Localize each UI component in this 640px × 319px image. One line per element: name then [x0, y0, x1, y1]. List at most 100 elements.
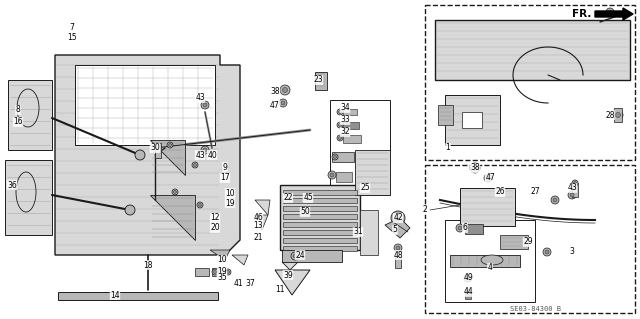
- Bar: [445, 220, 535, 302]
- Circle shape: [337, 135, 343, 141]
- Bar: [445, 95, 500, 145]
- Text: FR.: FR.: [572, 9, 591, 19]
- Text: 33: 33: [340, 115, 350, 124]
- Bar: [332, 152, 354, 162]
- Text: 47: 47: [270, 100, 280, 109]
- Text: 29: 29: [523, 238, 533, 247]
- Text: 34: 34: [340, 103, 350, 113]
- Bar: [395, 250, 401, 268]
- Circle shape: [396, 246, 400, 250]
- Circle shape: [214, 271, 216, 273]
- Circle shape: [227, 271, 230, 273]
- Circle shape: [466, 276, 470, 280]
- Polygon shape: [5, 160, 52, 235]
- Circle shape: [395, 215, 401, 221]
- Bar: [343, 109, 357, 115]
- Circle shape: [470, 163, 480, 173]
- Bar: [58, 292, 218, 300]
- Bar: [282, 250, 342, 262]
- Polygon shape: [210, 250, 230, 260]
- Circle shape: [168, 144, 172, 146]
- Circle shape: [394, 244, 402, 252]
- Text: 20: 20: [210, 224, 220, 233]
- Circle shape: [192, 162, 198, 168]
- Polygon shape: [275, 270, 310, 295]
- Polygon shape: [150, 195, 195, 240]
- Bar: [425, 165, 635, 313]
- Circle shape: [606, 8, 614, 16]
- Circle shape: [339, 137, 342, 139]
- Bar: [425, 5, 635, 160]
- Circle shape: [486, 176, 490, 180]
- Circle shape: [543, 248, 551, 256]
- Bar: [500, 235, 528, 249]
- Circle shape: [570, 193, 574, 197]
- Text: 12: 12: [211, 213, 220, 222]
- Text: 50: 50: [300, 207, 310, 217]
- Circle shape: [456, 224, 464, 232]
- Bar: [360, 210, 378, 255]
- Circle shape: [173, 190, 177, 194]
- Text: 5: 5: [392, 226, 397, 234]
- Circle shape: [279, 99, 287, 107]
- Text: 15: 15: [67, 33, 77, 42]
- Text: 38: 38: [270, 87, 280, 97]
- Bar: [212, 268, 222, 276]
- Bar: [460, 188, 515, 226]
- Circle shape: [337, 122, 343, 128]
- Text: 43: 43: [195, 93, 205, 102]
- Text: 14: 14: [110, 291, 120, 300]
- Bar: [438, 105, 453, 125]
- Circle shape: [198, 204, 202, 206]
- Bar: [614, 108, 622, 122]
- Text: 46: 46: [253, 213, 263, 222]
- Circle shape: [545, 250, 549, 254]
- Polygon shape: [255, 200, 270, 215]
- Text: SE03-84300 B: SE03-84300 B: [509, 306, 561, 312]
- Circle shape: [201, 101, 209, 109]
- Polygon shape: [232, 255, 248, 265]
- Circle shape: [616, 113, 621, 117]
- Text: 28: 28: [605, 110, 615, 120]
- Text: 22: 22: [284, 194, 292, 203]
- Text: 45: 45: [303, 194, 313, 203]
- Circle shape: [135, 150, 145, 160]
- Polygon shape: [8, 80, 52, 150]
- Text: 9: 9: [223, 162, 227, 172]
- Text: 26: 26: [495, 188, 505, 197]
- Circle shape: [553, 198, 557, 202]
- Circle shape: [467, 291, 470, 293]
- Text: 23: 23: [313, 76, 323, 85]
- Circle shape: [573, 182, 577, 184]
- Text: 21: 21: [253, 233, 263, 241]
- Bar: [355, 150, 390, 195]
- Text: 32: 32: [340, 128, 350, 137]
- Circle shape: [568, 191, 576, 199]
- Text: 17: 17: [220, 174, 230, 182]
- Circle shape: [339, 110, 342, 114]
- Circle shape: [203, 103, 207, 107]
- Bar: [450, 255, 520, 267]
- Text: 43: 43: [567, 183, 577, 192]
- Circle shape: [339, 123, 342, 127]
- Bar: [435, 20, 630, 80]
- Circle shape: [551, 196, 559, 204]
- Circle shape: [201, 146, 209, 154]
- Polygon shape: [150, 140, 185, 175]
- Bar: [343, 122, 359, 129]
- Circle shape: [572, 180, 578, 186]
- Bar: [462, 112, 482, 128]
- Bar: [330, 100, 390, 195]
- Text: 25: 25: [360, 183, 370, 192]
- Bar: [283, 198, 357, 203]
- Circle shape: [613, 110, 623, 120]
- Bar: [155, 143, 161, 158]
- Bar: [280, 185, 360, 250]
- Text: 4: 4: [488, 263, 492, 272]
- FancyArrow shape: [595, 8, 633, 20]
- Circle shape: [212, 269, 218, 275]
- Circle shape: [328, 171, 336, 179]
- Bar: [336, 172, 352, 182]
- Text: 10: 10: [225, 189, 235, 197]
- Bar: [283, 238, 357, 243]
